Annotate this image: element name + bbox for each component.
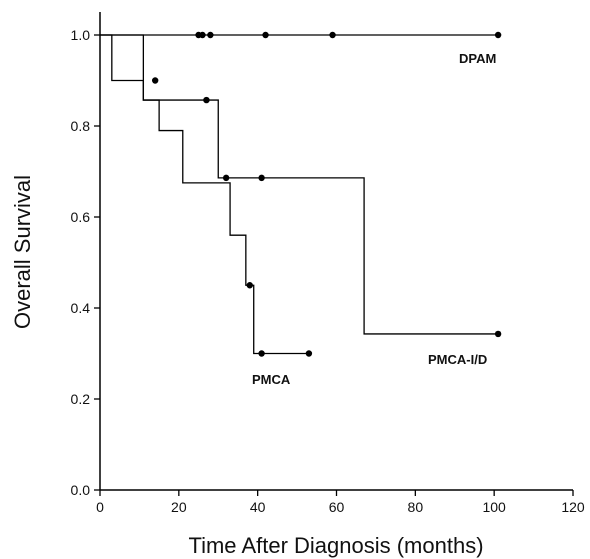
censor-marker-dpam xyxy=(262,31,269,39)
censor-marker-dpam xyxy=(199,31,206,39)
axes xyxy=(99,12,573,491)
x-tick-label: 40 xyxy=(250,499,266,515)
series-label-dpam: DPAM xyxy=(459,51,496,66)
plot-lines xyxy=(100,34,499,355)
censor-marker-pmca xyxy=(305,350,313,357)
x-tick-label: 100 xyxy=(482,499,506,515)
censor-marker-dpam xyxy=(207,31,214,39)
series-line-pmca xyxy=(100,34,309,355)
censor-marker-pmca-i-d xyxy=(222,174,230,182)
censor-marker-dpam xyxy=(329,31,336,39)
series-label-pmca: PMCA xyxy=(252,372,291,387)
ticks: 0 20 40 60 80 100 120 0.0 0.2 0.4 0.6 0.8 1.0 xyxy=(71,27,585,515)
series-label-pmca-i-d: PMCA-I/D xyxy=(428,352,487,367)
x-axis-label: Time After Diagnosis (months) xyxy=(188,533,483,558)
censor-marker-pmca-i-d xyxy=(258,174,265,182)
y-tick-label: 0.2 xyxy=(71,391,91,407)
y-axis-label: Overall Survival xyxy=(10,175,35,329)
censor-marker-pmca xyxy=(151,77,159,84)
censor-marker-pmca-i-d xyxy=(494,330,502,338)
x-tick-label: 20 xyxy=(171,499,187,515)
plot-markers xyxy=(151,31,502,357)
y-tick-label: 1.0 xyxy=(71,27,91,43)
series-line-pmca-i-d xyxy=(100,34,499,335)
y-tick-label: 0.8 xyxy=(71,118,91,134)
censor-marker-pmca xyxy=(246,282,253,289)
censor-marker-pmca-i-d xyxy=(203,96,210,104)
series-labels: DPAM PMCA PMCA-I/D xyxy=(252,51,496,387)
censor-marker-dpam xyxy=(494,31,502,39)
y-tick-label: 0.4 xyxy=(71,300,91,316)
x-tick-label: 0 xyxy=(96,499,104,515)
x-tick-label: 60 xyxy=(329,499,345,515)
x-tick-label: 80 xyxy=(408,499,424,515)
y-tick-label: 0.0 xyxy=(71,482,91,498)
censor-marker-pmca xyxy=(258,350,265,357)
y-tick-label: 0.6 xyxy=(71,209,91,225)
x-tick-label: 120 xyxy=(561,499,585,515)
